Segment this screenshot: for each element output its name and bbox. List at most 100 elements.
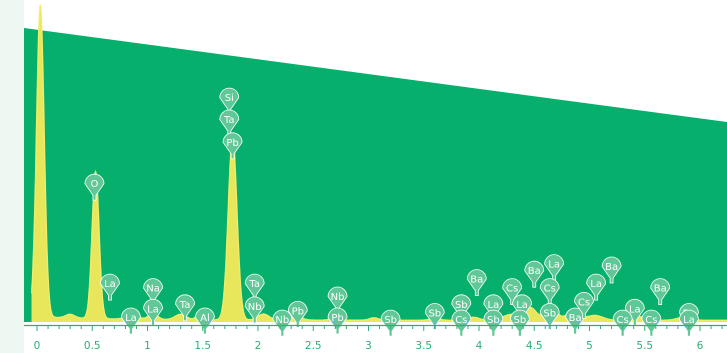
marker-pin bbox=[509, 309, 530, 337]
plot-background bbox=[24, 28, 727, 322]
marker-pin bbox=[84, 173, 105, 201]
marker-label: La bbox=[104, 279, 116, 290]
x-tick-label: 1 bbox=[144, 340, 151, 352]
marker-pin bbox=[380, 309, 401, 337]
element-marker: Sb bbox=[509, 309, 530, 337]
x-tick-label: 3.5 bbox=[415, 340, 432, 352]
x-tick-label: 5 bbox=[586, 340, 593, 352]
element-marker: Nb bbox=[244, 296, 265, 324]
element-marker: La bbox=[100, 273, 120, 301]
marker-label: Ba bbox=[605, 262, 618, 273]
marker-label: La bbox=[488, 300, 500, 311]
marker-label: Cs bbox=[544, 284, 556, 295]
marker-pin bbox=[641, 309, 662, 337]
element-marker: La bbox=[586, 273, 607, 301]
x-tick-label: 1.5 bbox=[194, 340, 211, 352]
marker-label: Sb bbox=[543, 309, 556, 320]
marker-label: Nb bbox=[331, 292, 345, 303]
element-marker: Sb bbox=[539, 303, 560, 330]
marker-pin bbox=[327, 307, 348, 335]
marker-label: Cs bbox=[578, 297, 590, 308]
x-tick-label: 0.5 bbox=[84, 340, 101, 352]
element-marker: Cs bbox=[612, 309, 633, 337]
marker-pin bbox=[524, 260, 545, 288]
marker-pin bbox=[222, 132, 243, 160]
element-marker: La bbox=[544, 254, 565, 281]
element-marker: Ta bbox=[175, 294, 195, 322]
element-marker: O bbox=[84, 173, 105, 201]
marker-label: La bbox=[147, 304, 159, 315]
x-tick-label: 2.5 bbox=[305, 340, 322, 352]
marker-label: Sb bbox=[487, 315, 500, 326]
marker-pin bbox=[424, 303, 445, 330]
marker-label: Ba bbox=[569, 313, 582, 324]
marker-label: Cs bbox=[617, 315, 629, 326]
marker-pin bbox=[601, 256, 622, 284]
element-marker: La bbox=[121, 307, 141, 335]
element-marker: Pb bbox=[327, 307, 348, 335]
marker-label: La bbox=[629, 304, 641, 315]
element-marker: Cs bbox=[451, 309, 472, 337]
element-marker: Sb bbox=[483, 309, 504, 337]
marker-label: Pb bbox=[226, 138, 238, 149]
element-marker: Nb bbox=[272, 309, 293, 337]
marker-label: La bbox=[683, 315, 695, 326]
marker-pin bbox=[272, 309, 293, 337]
marker-pin bbox=[483, 309, 504, 337]
marker-label: Ta bbox=[179, 300, 191, 311]
marker-label: La bbox=[590, 279, 602, 290]
element-marker: Ba bbox=[650, 278, 671, 305]
marker-pin bbox=[287, 301, 308, 328]
x-axis-ticks: 0 0.5 1 1.5 2 2.5 3 3.5 4 4.5 5 5.5 6 bbox=[34, 325, 723, 352]
marker-pin bbox=[586, 273, 607, 301]
marker-pin bbox=[175, 294, 195, 322]
marker-pin bbox=[612, 309, 633, 337]
marker-label: Cs bbox=[506, 284, 518, 295]
element-marker: La bbox=[679, 309, 699, 337]
marker-label: Na bbox=[146, 284, 160, 295]
marker-label: O bbox=[91, 179, 99, 190]
x-tick-label: 0 bbox=[34, 340, 41, 352]
element-marker: Sb bbox=[424, 303, 445, 330]
marker-pin bbox=[121, 307, 141, 335]
marker-pin bbox=[195, 307, 215, 335]
element-marker: Sb bbox=[380, 309, 401, 337]
marker-pin bbox=[679, 309, 699, 337]
marker-pin bbox=[451, 309, 472, 337]
marker-pin bbox=[574, 292, 594, 319]
element-marker: Al bbox=[195, 307, 215, 335]
marker-label: Cs bbox=[455, 315, 467, 326]
marker-label: Sb bbox=[428, 309, 441, 320]
marker-label: La bbox=[125, 313, 137, 324]
marker-label: Sb bbox=[455, 300, 468, 311]
marker-label: Pb bbox=[292, 306, 304, 317]
marker-label: Si bbox=[225, 93, 234, 104]
marker-label: La bbox=[548, 260, 560, 271]
element-marker: Ba bbox=[601, 256, 622, 284]
x-tick-label: 4 bbox=[476, 340, 483, 352]
x-tick-label: 5.5 bbox=[636, 340, 653, 352]
marker-pin bbox=[544, 254, 565, 281]
x-tick-label: 2 bbox=[255, 340, 262, 352]
marker-pin bbox=[100, 273, 120, 301]
marker-label: Nb bbox=[275, 315, 289, 326]
marker-label: Ta bbox=[223, 115, 235, 126]
element-marker: Ba bbox=[466, 269, 487, 296]
marker-pin bbox=[466, 269, 487, 296]
marker-label: Sb bbox=[514, 315, 527, 326]
element-marker: Pb bbox=[222, 132, 243, 160]
x-tick-label: 6 bbox=[697, 340, 704, 352]
marker-label: Ba bbox=[528, 266, 541, 277]
marker-label: Sb bbox=[384, 315, 397, 326]
marker-label: Al bbox=[200, 313, 210, 324]
element-marker: Ba bbox=[524, 260, 545, 288]
marker-label: Ta bbox=[248, 279, 260, 290]
marker-label: Ba bbox=[470, 275, 483, 286]
element-marker: La bbox=[624, 298, 645, 326]
element-marker: La bbox=[143, 298, 163, 326]
marker-label: Nb bbox=[248, 302, 262, 313]
marker-pin bbox=[539, 303, 560, 330]
x-tick-label: 3 bbox=[365, 340, 372, 352]
